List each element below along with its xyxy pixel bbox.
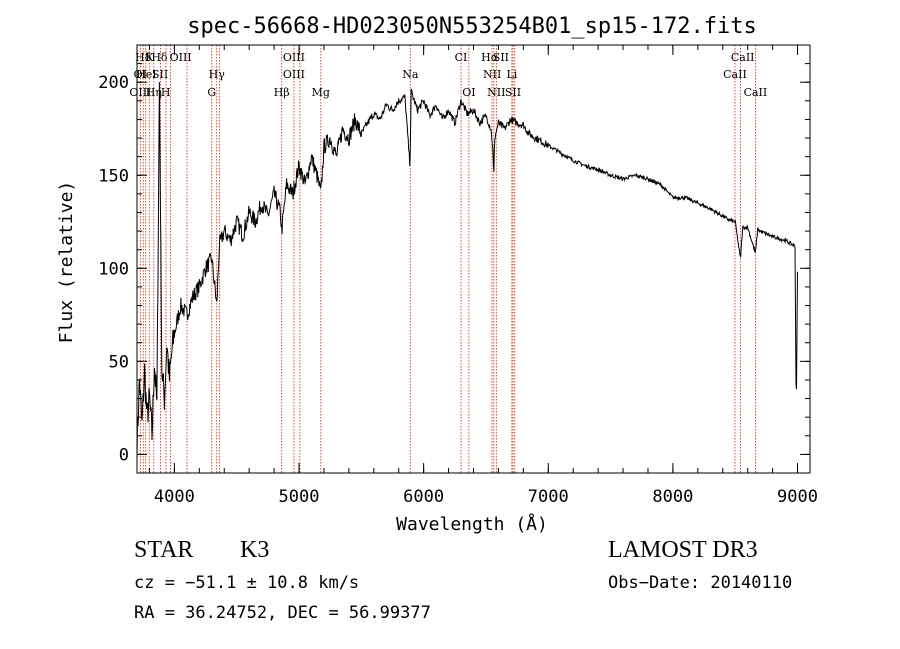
y-tick-label: 200 bbox=[98, 73, 129, 93]
chart-title: spec-56668-HD023050N553254B01_sp15-172.f… bbox=[187, 14, 757, 39]
y-axis-label: Flux (relative) bbox=[56, 181, 77, 344]
line-label: CaII bbox=[744, 86, 768, 99]
line-label: OIII bbox=[129, 86, 151, 99]
line-label: OI bbox=[462, 86, 475, 99]
line-label: Hα bbox=[481, 51, 499, 64]
y-tick-label: 0 bbox=[119, 445, 129, 465]
x-tick-label: 6000 bbox=[403, 487, 444, 507]
object-type: STAR bbox=[134, 537, 194, 563]
x-tick-label: 5000 bbox=[279, 487, 320, 507]
line-label: OIII bbox=[170, 51, 192, 64]
line-label: Na bbox=[402, 68, 419, 81]
x-tick-label: 8000 bbox=[652, 487, 693, 507]
x-tick-label: 7000 bbox=[528, 487, 569, 507]
line-label: OIII bbox=[283, 51, 305, 64]
y-tick-label: 100 bbox=[98, 259, 129, 279]
x-axis-label: Wavelength (Å) bbox=[396, 513, 548, 535]
redshift-readout: cz = −51.1 ± 10.8 km/s bbox=[134, 573, 360, 593]
observation-date: Obs−Date: 20140110 bbox=[608, 573, 793, 593]
survey-name: LAMOST DR3 bbox=[608, 537, 758, 563]
line-label: Li bbox=[506, 68, 517, 81]
spectral-class: K3 bbox=[240, 537, 270, 563]
coordinates-readout: RA = 36.24752, DEC = 56.99377 bbox=[134, 603, 431, 623]
line-label: SII bbox=[505, 86, 521, 99]
y-axis: 0 50 100 150 200 bbox=[98, 44, 810, 474]
line-label: Hβ bbox=[274, 86, 290, 99]
line-label: Hγ bbox=[209, 68, 226, 81]
line-label: NII bbox=[487, 86, 505, 99]
line-label: HeI bbox=[136, 68, 156, 81]
x-tick-label: 9000 bbox=[777, 487, 818, 507]
line-label: NII bbox=[483, 68, 501, 81]
line-label: Hδ bbox=[151, 51, 168, 64]
x-axis: 4000 5000 6000 7000 8000 9000 bbox=[148, 45, 818, 507]
line-label: CaII bbox=[731, 51, 755, 64]
line-label: CaII bbox=[723, 68, 747, 81]
x-tick-label: 4000 bbox=[154, 487, 195, 507]
y-tick-label: 50 bbox=[109, 352, 129, 372]
line-label: CI bbox=[455, 51, 468, 64]
line-label: OIII bbox=[283, 68, 305, 81]
line-markers bbox=[139, 45, 756, 473]
y-tick-label: 150 bbox=[98, 166, 129, 186]
spectrum-line bbox=[136, 81, 798, 462]
line-label: Hη bbox=[146, 86, 162, 99]
line-label: H bbox=[161, 86, 171, 99]
line-label: Hδ bbox=[135, 51, 152, 64]
line-label: Mg bbox=[312, 86, 330, 99]
line-label: G bbox=[207, 86, 216, 99]
line-label: SII bbox=[493, 51, 509, 64]
line-label: K bbox=[145, 51, 154, 64]
line-label: SII bbox=[152, 68, 168, 81]
spectrum-series bbox=[136, 81, 798, 462]
